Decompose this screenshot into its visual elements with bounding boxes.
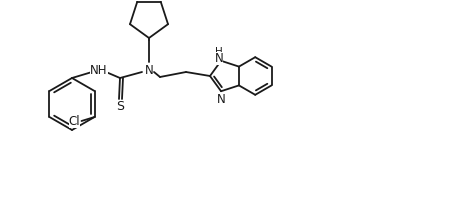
Text: N: N <box>215 52 223 65</box>
Text: S: S <box>116 100 124 113</box>
Text: H: H <box>215 47 223 57</box>
Text: Cl: Cl <box>69 114 80 127</box>
Text: NH: NH <box>90 64 108 78</box>
Text: N: N <box>145 64 153 78</box>
Text: N: N <box>217 93 226 106</box>
